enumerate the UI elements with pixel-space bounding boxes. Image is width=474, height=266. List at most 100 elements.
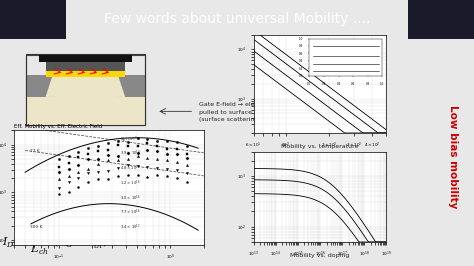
Point (114, 158, 122, 162)
Text: 3.9 × 10$^{14}$: 3.9 × 10$^{14}$ (120, 149, 141, 158)
Point (114, 143, 122, 148)
Bar (26, 77, 145, 125)
Text: Mobility vs. doping: Mobility vs. doping (290, 253, 350, 258)
Point (94, 157, 102, 161)
Bar (26, 54, 145, 125)
Point (124, 173, 131, 177)
Point (104, 152, 112, 157)
Point (134, 154, 141, 159)
Point (164, 152, 171, 156)
Point (164, 139, 171, 143)
Point (164, 158, 171, 162)
Point (134, 151, 141, 155)
Point (154, 157, 161, 161)
Point (65, 173, 73, 178)
Point (154, 165, 161, 170)
Text: 300 K: 300 K (30, 225, 42, 229)
Point (134, 144, 141, 148)
Text: 77 K: 77 K (30, 149, 39, 153)
Point (84, 171, 92, 175)
Point (124, 157, 131, 161)
Point (164, 174, 171, 178)
Point (183, 163, 191, 167)
Text: 7.7 × 10$^{16}$: 7.7 × 10$^{16}$ (120, 208, 141, 217)
Point (183, 171, 191, 175)
Point (84, 180, 92, 184)
Point (65, 154, 73, 158)
Point (84, 152, 92, 156)
Point (55, 186, 63, 190)
Point (74, 149, 82, 154)
Point (74, 170, 82, 174)
Bar (26, 55, 145, 125)
Point (134, 136, 141, 140)
Point (55, 157, 63, 161)
Bar (39, 54, 132, 62)
Text: Few words about universal Mobility ....: Few words about universal Mobility .... (104, 12, 370, 26)
Point (74, 163, 82, 167)
Point (173, 152, 181, 157)
Bar (46, 70, 125, 77)
Text: 3.0 × 10$^{16}$: 3.0 × 10$^{16}$ (120, 193, 141, 202)
Point (55, 177, 63, 181)
Point (173, 147, 181, 151)
Point (173, 168, 181, 172)
Point (84, 157, 92, 161)
Point (65, 180, 73, 184)
Text: Low bias mobility: Low bias mobility (447, 105, 458, 209)
Point (173, 160, 181, 164)
Point (124, 151, 131, 155)
Point (65, 189, 73, 194)
Bar (116, 75, 145, 97)
Point (154, 144, 161, 148)
Point (104, 148, 112, 153)
Point (104, 157, 112, 162)
Polygon shape (46, 77, 125, 97)
Bar (26, 75, 55, 97)
Point (124, 144, 131, 148)
Point (173, 176, 181, 180)
Point (183, 152, 191, 156)
Text: Mobility vs. temperature: Mobility vs. temperature (281, 144, 359, 149)
Point (144, 137, 151, 141)
Point (114, 139, 122, 143)
Point (154, 173, 161, 177)
Point (94, 177, 102, 181)
Point (144, 175, 151, 179)
Point (144, 156, 151, 160)
Point (114, 165, 122, 170)
Point (134, 164, 141, 168)
Point (144, 148, 151, 152)
Point (104, 169, 112, 173)
Point (134, 173, 141, 177)
Point (173, 140, 181, 144)
Bar (0, 0, 66, 39)
Point (65, 161, 73, 165)
Text: $N_A$ (cm$^{-3}$): $N_A$ (cm$^{-3}$) (120, 134, 140, 144)
Point (124, 140, 131, 144)
Point (104, 141, 112, 145)
Point (183, 180, 191, 184)
Point (154, 148, 161, 153)
Bar (408, 0, 474, 39)
Point (84, 167, 92, 171)
Point (164, 147, 171, 151)
Point (55, 170, 63, 174)
Point (74, 185, 82, 189)
Point (104, 176, 112, 181)
Point (74, 176, 82, 180)
Point (183, 156, 191, 160)
Point (94, 162, 102, 166)
Point (65, 167, 73, 171)
Bar (46, 62, 125, 70)
Text: 1.2 × 10$^{16}$: 1.2 × 10$^{16}$ (120, 178, 141, 188)
Point (55, 192, 63, 197)
Point (124, 163, 131, 167)
Point (84, 146, 92, 150)
Point (114, 153, 122, 158)
Text: Eff. Mobility vs. Eff. Electric Field: Eff. Mobility vs. Eff. Electric Field (14, 124, 102, 128)
X-axis label: Effective field $E_{eff}$(MV/cm): Effective field $E_{eff}$(MV/cm) (77, 264, 141, 266)
Point (144, 165, 151, 169)
Point (144, 141, 151, 146)
Text: Gate E-field → electrons
pulled to surface
(surface scattering): Gate E-field → electrons pulled to surfa… (199, 102, 274, 122)
